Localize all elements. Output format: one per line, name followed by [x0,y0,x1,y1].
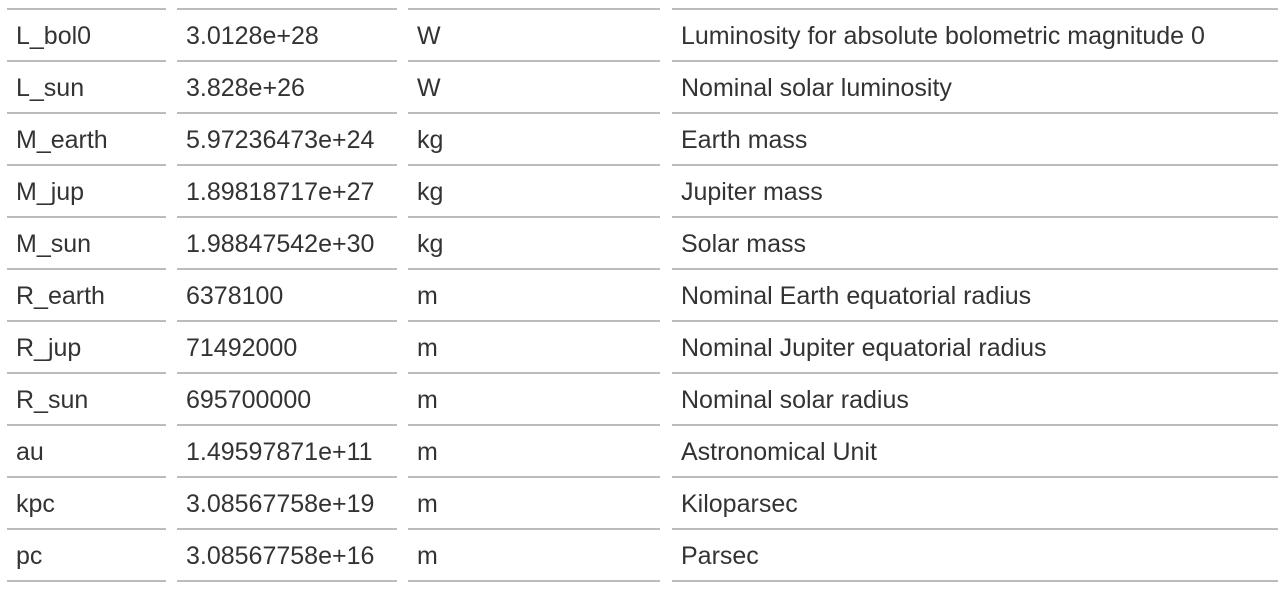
table-row: R_jup 71492000 m Nominal Jupiter equator… [0,322,1280,374]
constant-description: Nominal Jupiter equatorial radius [672,322,1278,374]
constant-unit: m [408,426,660,478]
table-row: R_earth 6378100 m Nominal Earth equatori… [0,270,1280,322]
constant-description: Kiloparsec [672,478,1278,530]
header-cell-name [7,0,166,10]
constant-description: Nominal solar radius [672,374,1278,426]
constant-unit: m [408,374,660,426]
constant-description: Astronomical Unit [672,426,1278,478]
constant-value: 3.08567758e+19 [177,478,397,530]
constant-description: Solar mass [672,218,1278,270]
constant-unit: kg [408,114,660,166]
header-cell-description [672,0,1278,10]
table-row: pc 3.08567758e+16 m Parsec [0,530,1280,582]
constant-value: 71492000 [177,322,397,374]
table-row: R_sun 695700000 m Nominal solar radius [0,374,1280,426]
constant-value: 1.49597871e+11 [177,426,397,478]
table-row: M_sun 1.98847542e+30 kg Solar mass [0,218,1280,270]
constant-unit: m [408,270,660,322]
constant-description: Jupiter mass [672,166,1278,218]
constant-name: L_sun [7,62,166,114]
constant-unit: W [408,62,660,114]
constant-name: M_earth [7,114,166,166]
constant-description: Parsec [672,530,1278,582]
constant-value: 3.0128e+28 [177,10,397,62]
table-row: kpc 3.08567758e+19 m Kiloparsec [0,478,1280,530]
constant-value: 5.97236473e+24 [177,114,397,166]
constant-value: 3.828e+26 [177,62,397,114]
table-row: au 1.49597871e+11 m Astronomical Unit [0,426,1280,478]
constant-name: L_bol0 [7,10,166,62]
constant-name: M_sun [7,218,166,270]
constant-description: Nominal solar luminosity [672,62,1278,114]
table-row: M_jup 1.89818717e+27 kg Jupiter mass [0,166,1280,218]
constant-name: R_earth [7,270,166,322]
constant-name: pc [7,530,166,582]
constant-unit: kg [408,218,660,270]
header-cell-unit [408,0,660,10]
table-header-row-partial [0,0,1280,10]
constant-unit: m [408,478,660,530]
constant-name: R_sun [7,374,166,426]
constant-unit: W [408,10,660,62]
constant-description: Earth mass [672,114,1278,166]
table-row: M_earth 5.97236473e+24 kg Earth mass [0,114,1280,166]
constant-unit: kg [408,166,660,218]
constant-unit: m [408,530,660,582]
constant-unit: m [408,322,660,374]
constant-value: 6378100 [177,270,397,322]
table-row: L_bol0 3.0128e+28 W Luminosity for absol… [0,10,1280,62]
constant-value: 3.08567758e+16 [177,530,397,582]
constant-name: au [7,426,166,478]
header-cell-value [177,0,397,10]
constant-name: kpc [7,478,166,530]
constant-description: Luminosity for absolute bolometric magni… [672,10,1278,62]
constant-value: 1.98847542e+30 [177,218,397,270]
constant-value: 1.89818717e+27 [177,166,397,218]
constant-value: 695700000 [177,374,397,426]
constant-name: R_jup [7,322,166,374]
constant-name: M_jup [7,166,166,218]
constant-description: Nominal Earth equatorial radius [672,270,1278,322]
table-row: L_sun 3.828e+26 W Nominal solar luminosi… [0,62,1280,114]
